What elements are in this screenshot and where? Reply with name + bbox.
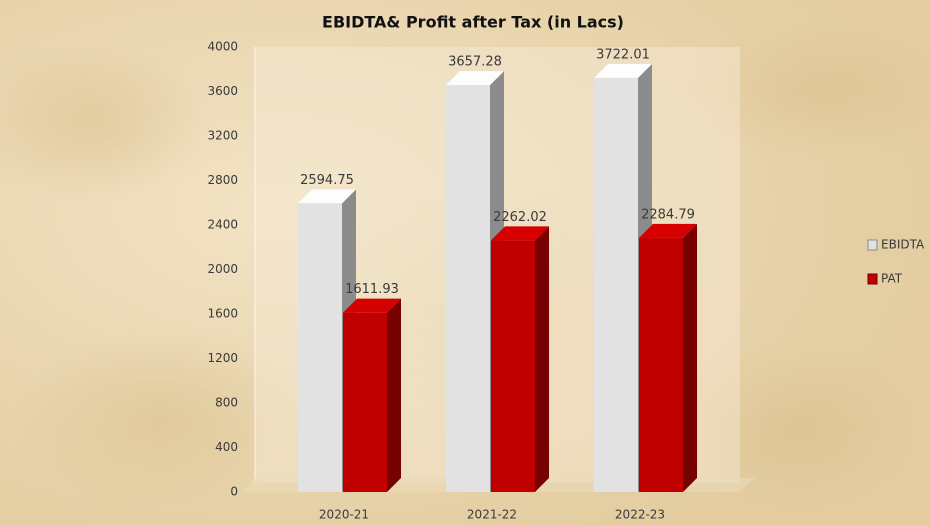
bar-front bbox=[298, 203, 342, 493]
data-label: 3722.01 bbox=[596, 47, 650, 62]
y-tick-label: 3600 bbox=[207, 84, 238, 98]
bar bbox=[594, 63, 652, 492]
data-label: 2594.75 bbox=[300, 173, 354, 188]
data-label: 2284.79 bbox=[641, 207, 695, 222]
x-tick-label: 2021-22 bbox=[467, 508, 517, 522]
legend-label: PAT bbox=[881, 272, 903, 286]
bar-side bbox=[535, 226, 549, 492]
bar-top bbox=[639, 223, 697, 238]
bar-top bbox=[446, 71, 504, 86]
y-tick-label: 800 bbox=[215, 396, 238, 410]
y-tick-label: 1200 bbox=[207, 351, 238, 365]
legend-swatch bbox=[867, 239, 878, 251]
legend-label: EBIDTA bbox=[881, 238, 925, 252]
y-tick-label: 4000 bbox=[207, 40, 238, 54]
y-tick-label: 2400 bbox=[207, 218, 238, 232]
bar bbox=[343, 298, 401, 492]
bar-front bbox=[639, 237, 683, 492]
y-tick-label: 2800 bbox=[207, 173, 238, 187]
y-tick-label: 2000 bbox=[207, 262, 238, 276]
data-label: 2262.02 bbox=[493, 210, 547, 225]
legend-swatch bbox=[867, 273, 878, 285]
bar-top bbox=[343, 298, 401, 313]
x-tick-label: 2022-23 bbox=[615, 508, 665, 522]
bar-front bbox=[446, 85, 490, 493]
bar-top bbox=[298, 189, 356, 204]
bar bbox=[491, 226, 549, 492]
y-tick-label: 3200 bbox=[207, 129, 238, 143]
bar-side bbox=[683, 223, 697, 492]
bar-top bbox=[491, 226, 549, 241]
y-tick-label: 1600 bbox=[207, 307, 238, 321]
bar-front bbox=[594, 77, 638, 492]
data-label: 1611.93 bbox=[345, 282, 399, 297]
bar-side bbox=[387, 298, 401, 492]
y-tick-label: 400 bbox=[215, 440, 238, 454]
y-tick-label: 0 bbox=[230, 485, 238, 499]
bar-front bbox=[343, 312, 387, 492]
x-tick-label: 2020-21 bbox=[319, 508, 369, 522]
bar bbox=[639, 223, 697, 492]
chart-title: EBIDTA& Profit after Tax (in Lacs) bbox=[322, 13, 624, 32]
data-label: 3657.28 bbox=[448, 55, 502, 70]
bar-top bbox=[594, 63, 652, 78]
bar-front bbox=[491, 240, 535, 492]
